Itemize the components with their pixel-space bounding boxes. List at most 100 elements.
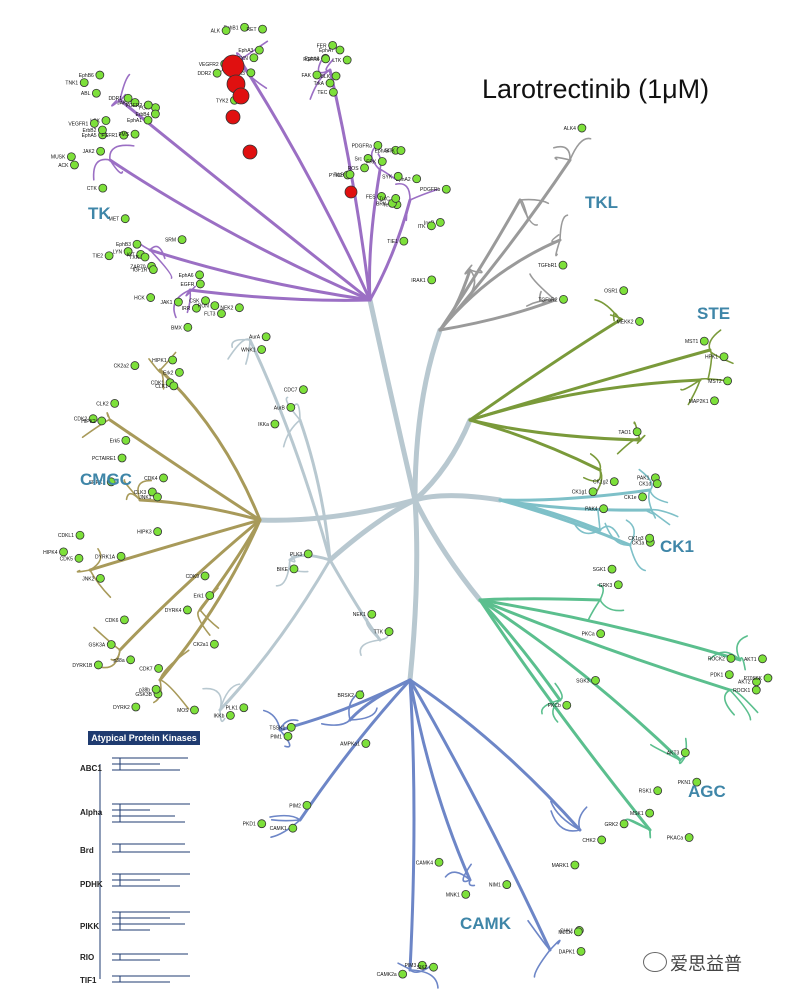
leaf-branch-ste: [687, 379, 701, 406]
kinase-hit-marker: [377, 157, 387, 166]
kinase-hit-marker: [235, 303, 244, 313]
leaf-branch-tkl: [551, 234, 561, 243]
kinase-hit-marker: [335, 45, 345, 55]
leaf-branch-tk: [149, 245, 166, 260]
kinase-label: CHK1: [560, 928, 574, 934]
leaf-branch-tkl: [555, 239, 561, 257]
kinase-hit-marker: [597, 835, 607, 845]
group-branch-camk: [408, 678, 552, 952]
kinase-label: IGF1R: [133, 268, 148, 274]
group-branch-tk: [367, 168, 382, 302]
kinase-label: ZAP70: [130, 264, 146, 270]
kinase-hit-marker: [153, 492, 162, 502]
kinase-hit-marker: [692, 777, 702, 787]
kinase-label: NEK2: [220, 306, 233, 312]
kinase-label: GSK3A: [89, 643, 106, 649]
group-label-agc: AGC: [688, 782, 726, 801]
group-label-ck1: CK1: [660, 537, 695, 556]
kinase-hit-marker: [588, 487, 598, 497]
kinase-label: FAK: [301, 73, 311, 79]
kinase-label: DAPK1: [559, 949, 576, 955]
kinase-label: ALK4: [564, 126, 576, 132]
kinase-label: GRK2: [604, 822, 618, 828]
kinase-label: ALK: [211, 29, 221, 35]
leaf-branch-agc: [736, 635, 748, 661]
group-branch-agc: [478, 598, 652, 832]
kinase-hit-marker: [591, 675, 600, 685]
kinase-label: MET: [109, 217, 120, 223]
kinase-label: CDK1: [151, 381, 165, 387]
kinase-label: PIM3: [405, 963, 417, 969]
kinase-hit-marker: [173, 297, 183, 307]
leaf-branch-camk: [550, 810, 581, 832]
kinase-label: CK2a2: [114, 364, 130, 370]
kinase-label: SYK: [382, 174, 393, 180]
kinase-hit-marker: [59, 547, 68, 557]
kinase-label: HIPK4: [43, 550, 58, 556]
kinase-label: KIT: [127, 252, 135, 258]
group-branch-tkl: [438, 298, 557, 332]
kinase-hit-marker: [117, 453, 127, 463]
kinase-label: SGK1: [593, 567, 607, 573]
group-branch-tkl: [438, 238, 562, 332]
kinase-label: ErbB2: [83, 128, 97, 134]
kinase-label: CK1g3: [628, 536, 644, 542]
kinase-hit-marker: [74, 553, 84, 563]
group-branch-camk: [298, 678, 412, 822]
leaf-branch-agc: [540, 699, 561, 715]
leaf-branch-cmgc: [106, 412, 111, 421]
kinase-label: PLK1: [226, 706, 238, 712]
kinase-hit-marker: [599, 504, 609, 514]
kinase-label: ROS: [348, 166, 360, 172]
kinase-hit-marker: [619, 819, 629, 829]
leaf-branch-ck1: [625, 519, 635, 546]
kinase-label: TSSK1: [269, 725, 285, 731]
leaf-branch-tk: [118, 93, 127, 103]
kinase-hit-marker: [226, 711, 235, 720]
kinase-label: FMS: [118, 132, 129, 138]
kinase-hit-marker: [126, 655, 136, 665]
group-label-cmgc: CMGC: [80, 470, 132, 489]
kinase-label: FYN: [238, 56, 248, 62]
leaf-branch-camk: [320, 719, 351, 726]
kinase-label: BIKE: [277, 567, 289, 573]
kinase-label: MNK1: [446, 892, 460, 898]
leaf-branch-ste: [680, 379, 701, 391]
kinase-hit-marker: [200, 571, 210, 581]
kinase-hit-marker: [177, 235, 187, 245]
leaf-branch-agc: [597, 584, 604, 601]
kinase-label: BTK: [385, 149, 395, 155]
kinase-hit-marker: [116, 551, 126, 561]
leaf-branch-camk: [279, 719, 299, 731]
kinase-label: Erk2: [163, 370, 174, 376]
leaf-branch-other: [219, 683, 241, 711]
leaf-branch-camk: [462, 863, 472, 883]
kinase-hit-marker: [724, 670, 734, 680]
trunk-branch: [412, 497, 483, 603]
group-branch-ck1: [498, 498, 602, 532]
kinase-hit-marker: [130, 129, 140, 139]
kinase-label: FES: [366, 194, 376, 200]
kinase-hit-marker: [153, 527, 163, 536]
kinase-label: TYK2: [216, 98, 229, 104]
kinase-label: RON: [198, 304, 210, 310]
kinase-label: Src: [355, 156, 363, 162]
kinase-hit-marker: [168, 355, 178, 365]
kinase-label: MSK1: [630, 811, 644, 817]
atypical-family-label: PIKK: [80, 922, 100, 931]
leaf-branch-tkl: [525, 299, 556, 307]
leaf-branch-camk: [269, 814, 301, 821]
kinase-label: CSK: [189, 299, 200, 305]
leaf-branch-tk: [239, 40, 269, 61]
trunk-branch: [412, 417, 473, 503]
group-branch-other: [248, 338, 332, 562]
kinase-label: ROCK1: [733, 688, 750, 694]
kinase-hit-marker: [680, 748, 690, 758]
leaf-branch-camk: [279, 729, 291, 748]
kinase-label: TXK: [129, 255, 139, 261]
kinase-label: MST1: [685, 339, 699, 345]
kinase-hit-marker: [95, 70, 105, 80]
kinase-hit-marker: [355, 690, 365, 700]
leaf-branch-ck1: [649, 509, 671, 526]
kinase-label: EphA5: [82, 133, 97, 139]
